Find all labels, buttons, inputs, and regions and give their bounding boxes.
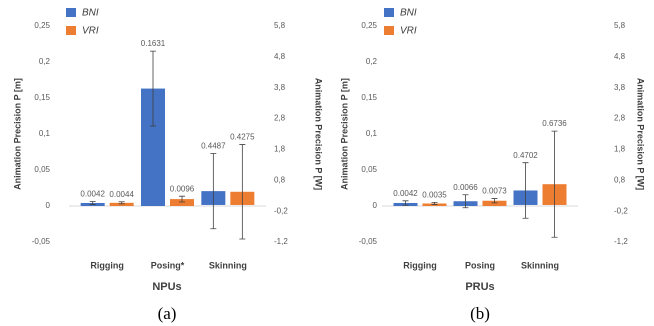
y-tick-label: 0,2 <box>366 57 378 66</box>
legend-swatch <box>384 8 394 17</box>
y2-tick-label: 0,8 <box>614 175 626 184</box>
y-tick-label: 0,1 <box>366 129 378 138</box>
error-bar <box>210 153 217 230</box>
legend-label: VRI <box>82 26 99 37</box>
error-bar <box>89 201 96 205</box>
bar <box>170 199 194 206</box>
y2-tick-label: -0,2 <box>274 206 288 215</box>
data-label: 0.0035 <box>422 191 447 200</box>
bar <box>482 200 507 206</box>
y-tick-label: 0,15 <box>361 93 377 102</box>
y2-tick-label: -0,2 <box>614 206 628 215</box>
y-tick-label: 0 <box>46 201 51 210</box>
y2-tick-label: 3,8 <box>274 83 286 92</box>
y2-axis-title: Animation Precision P [W] <box>314 78 324 190</box>
legend-label: BNI <box>82 8 99 19</box>
error-bar <box>522 162 529 219</box>
y2-tick-label: 2,8 <box>274 114 286 123</box>
y2-tick-label: 1,8 <box>614 145 626 154</box>
x-tick-label: Skinning <box>209 260 247 270</box>
error-bar <box>239 144 246 240</box>
x-axis-title: PRUs <box>465 281 494 293</box>
y-axis-title: Animation Precision P [m] <box>339 78 349 190</box>
data-label: 0.0042 <box>393 189 418 198</box>
legend-swatch <box>66 26 76 35</box>
data-label: 0.0096 <box>170 184 195 193</box>
data-label: 0.0073 <box>482 187 507 196</box>
caption: (a) <box>158 304 177 323</box>
data-label: 0.0044 <box>109 190 134 199</box>
legend-swatch <box>384 26 394 35</box>
y2-axis-title: Animation Precision P [W] <box>636 78 646 190</box>
y-tick-label: -0,05 <box>32 237 51 246</box>
error-bar <box>150 50 156 127</box>
y-tick-label: 0,05 <box>34 165 50 174</box>
x-tick-label: Rigging <box>90 260 124 270</box>
error-bar <box>179 195 185 203</box>
x-tick-label: Posing* <box>151 260 185 270</box>
y-tick-label: 0,15 <box>34 93 50 102</box>
data-label: 0.1631 <box>141 39 166 48</box>
caption: (b) <box>470 304 490 323</box>
error-bar <box>462 194 469 209</box>
data-label: 0.0066 <box>453 183 478 192</box>
error-bar <box>551 130 558 238</box>
error-bar <box>402 200 409 206</box>
legend-label: VRI <box>400 26 417 37</box>
data-label: 0.4702 <box>513 151 538 160</box>
bar <box>109 202 134 206</box>
y2-tick-label: 4,8 <box>274 52 286 61</box>
y-tick-label: 0,2 <box>39 57 51 66</box>
y-tick-label: 0,05 <box>361 165 377 174</box>
data-label: 0.0042 <box>80 190 105 199</box>
y2-tick-label: 1,8 <box>274 145 286 154</box>
data-label: 0.4487 <box>201 142 226 151</box>
error-bar <box>118 201 125 205</box>
y2-tick-label: 2,8 <box>614 114 626 123</box>
y-tick-label: 0,25 <box>361 21 377 30</box>
y-tick-label: -0,05 <box>359 237 378 246</box>
y-tick-label: 0 <box>373 201 378 210</box>
error-bar <box>491 198 498 204</box>
y2-tick-label: 0,8 <box>274 175 286 184</box>
x-tick-label: Posing <box>465 260 495 270</box>
data-label: 0.6736 <box>542 119 567 128</box>
legend-label: BNI <box>400 8 417 19</box>
x-tick-label: Skinning <box>521 260 559 270</box>
y2-tick-label: 3,8 <box>614 83 626 92</box>
y2-tick-label: 5,8 <box>614 21 626 30</box>
x-tick-label: Rigging <box>403 260 437 270</box>
x-axis-title: NPUs <box>152 281 181 293</box>
y2-tick-label: 5,8 <box>274 21 286 30</box>
legend-swatch <box>66 8 76 17</box>
y2-tick-label: -1,2 <box>614 237 628 246</box>
y-tick-label: 0,25 <box>34 21 50 30</box>
y2-tick-label: -1,2 <box>274 237 288 246</box>
y-tick-label: 0,1 <box>39 129 51 138</box>
error-bar <box>431 202 438 205</box>
y2-tick-label: 4,8 <box>614 52 626 61</box>
data-label: 0.4275 <box>230 133 255 142</box>
y-axis-title: Animation Precision P [m] <box>12 78 22 190</box>
